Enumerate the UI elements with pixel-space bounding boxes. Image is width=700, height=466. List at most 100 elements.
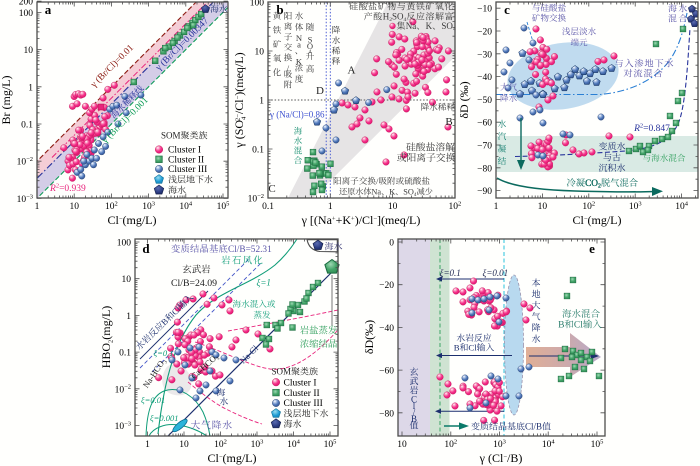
svg-text:105: 105 (217, 200, 230, 212)
svg-text:γ (SO42−/Cl−)(meq/L): γ (SO42−/Cl−)(meq/L) (232, 52, 248, 148)
svg-text:4: 4 (404, 17, 407, 23)
svg-text:100: 100 (250, 0, 265, 9)
svg-text:Cl/B=24.09: Cl/B=24.09 (171, 278, 217, 289)
svg-text:−20: −20 (379, 281, 394, 291)
svg-text:−70: −70 (477, 142, 492, 152)
svg-text:Cluster I: Cluster I (284, 378, 317, 388)
svg-text:K: K (426, 21, 433, 31)
svg-text:1: 1 (328, 202, 333, 212)
svg-text:0.1: 0.1 (119, 349, 131, 359)
svg-text:−60: −60 (379, 367, 394, 377)
svg-text:K: K (296, 57, 303, 67)
svg-text:103: 103 (493, 438, 506, 450)
svg-text:10−2: 10−2 (17, 156, 33, 168)
svg-text:−90: −90 (477, 187, 492, 197)
svg-text:A: A (348, 65, 356, 77)
svg-text:N: N (296, 33, 303, 43)
svg-text:S: S (308, 35, 313, 45)
svg-text:103: 103 (629, 200, 642, 212)
svg-text:ξ=0.1: ξ=0.1 (440, 268, 461, 278)
svg-text:Cluster II: Cluster II (168, 156, 204, 166)
svg-text:102: 102 (449, 200, 462, 212)
svg-text:Cl−(mg/L): Cl−(mg/L) (207, 451, 256, 465)
svg-text:δD (‰): δD (‰) (457, 81, 471, 118)
svg-text:100: 100 (19, 9, 34, 19)
svg-text:105: 105 (324, 438, 337, 450)
svg-text:103: 103 (251, 438, 264, 450)
svg-text:0.1: 0.1 (21, 121, 33, 131)
svg-text:1: 1 (35, 202, 40, 212)
svg-text:γ (Na/Cl)=0.86: γ (Na/Cl)=0.86 (269, 110, 325, 120)
svg-text:K: K (389, 188, 395, 197)
svg-text:1: 1 (145, 440, 150, 450)
svg-text:1: 1 (259, 97, 264, 107)
svg-text:Br (mg/L): Br (mg/L) (0, 76, 13, 125)
svg-text:4: 4 (453, 27, 456, 33)
svg-text:a: a (297, 39, 301, 49)
svg-text:Cluster III: Cluster III (284, 399, 323, 409)
svg-text:Cl−(mg/L): Cl−(mg/L) (572, 213, 621, 227)
svg-text:103: 103 (142, 200, 155, 212)
svg-text:ξ=0.001: ξ=0.001 (150, 413, 179, 423)
svg-text:ξ=0.01: ξ=0.01 (483, 268, 509, 278)
svg-text:102: 102 (105, 200, 118, 212)
svg-text:ξ=1: ξ=1 (257, 278, 271, 288)
svg-text:105: 105 (591, 438, 604, 450)
svg-text:B: B (558, 321, 564, 331)
svg-text:Cl: Cl (574, 321, 583, 331)
svg-text:102: 102 (214, 438, 227, 450)
svg-text:−40: −40 (379, 324, 394, 334)
svg-text:O: O (307, 41, 313, 51)
svg-text:SOM: SOM (272, 367, 292, 377)
svg-text:Cluster III: Cluster III (168, 165, 207, 175)
svg-text:Cl−(mg/L): Cl−(mg/L) (107, 213, 156, 227)
svg-text:e: e (589, 241, 595, 256)
svg-text:10: 10 (69, 202, 79, 212)
svg-text:ξ=0.1: ξ=0.1 (154, 348, 174, 358)
svg-text:B: B (159, 316, 170, 327)
svg-text:Cl/B: Cl/B (525, 422, 542, 432)
svg-text:4: 4 (309, 49, 312, 55)
svg-text:1: 1 (494, 202, 499, 212)
svg-text:102: 102 (444, 438, 457, 450)
svg-text:c: c (504, 2, 510, 17)
svg-text:10: 10 (24, 46, 34, 56)
svg-text:4: 4 (414, 192, 417, 198)
svg-text:B: B (411, 414, 417, 424)
svg-text:−60: −60 (477, 119, 492, 129)
svg-text:0.1: 0.1 (262, 202, 274, 212)
svg-text:102: 102 (582, 200, 595, 212)
svg-text:10: 10 (179, 440, 189, 450)
svg-text:−80: −80 (477, 164, 492, 174)
svg-text:−40: −40 (477, 73, 492, 83)
svg-text:104: 104 (675, 200, 689, 212)
svg-text:−50: −50 (477, 96, 492, 106)
svg-text:B: B (454, 343, 460, 353)
svg-text:γ [(Na++K+)/Cl−](meq/L): γ [(Na++K+)/Cl−](meq/L) (301, 213, 421, 227)
svg-text:/: / (287, 63, 290, 73)
svg-text:δD(‰): δD(‰) (362, 320, 376, 354)
svg-text:R2=0.847: R2=0.847 (633, 123, 670, 135)
svg-text:C: C (268, 183, 275, 195)
svg-text:10−2: 10−2 (115, 384, 131, 396)
svg-text:10−3: 10−3 (115, 420, 131, 432)
svg-text:SO: SO (441, 21, 453, 31)
svg-text:HBO2(mg/L): HBO2(mg/L) (99, 306, 115, 369)
svg-text:10: 10 (255, 48, 265, 58)
svg-text:0: 0 (389, 239, 394, 249)
svg-text:Cluster II: Cluster II (284, 389, 320, 399)
svg-text:1: 1 (28, 83, 33, 93)
svg-text:10: 10 (397, 440, 407, 450)
svg-text:γ (Cl−/B): γ (Cl−/B) (479, 451, 523, 465)
svg-text:10: 10 (538, 202, 548, 212)
svg-text:−10: −10 (477, 5, 492, 15)
svg-text:2: 2 (598, 184, 601, 190)
svg-text:SO: SO (403, 188, 414, 197)
svg-text:104: 104 (179, 200, 193, 212)
svg-text:10−3: 10−3 (17, 193, 33, 205)
svg-text:SO: SO (392, 12, 404, 22)
svg-text:D: D (316, 85, 324, 97)
svg-text:104: 104 (542, 438, 556, 450)
svg-text:C: C (411, 395, 417, 405)
svg-text:R2=0.939: R2=0.939 (49, 183, 86, 195)
